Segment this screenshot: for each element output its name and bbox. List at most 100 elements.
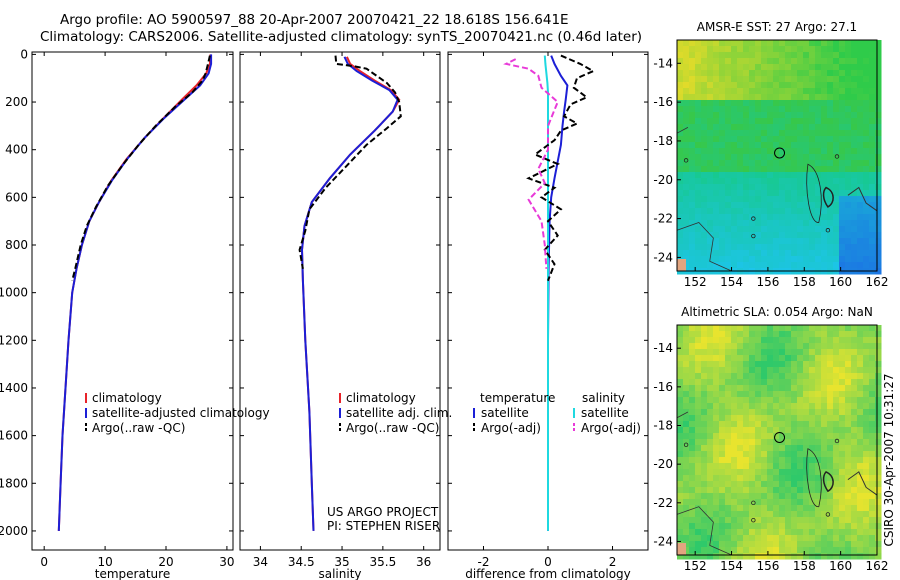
- sla-map-cell: [701, 493, 708, 500]
- sla-map-cell: [773, 511, 780, 518]
- sla-map-cell: [875, 529, 882, 536]
- sla-map-cell: [713, 343, 720, 350]
- sla-map-cell: [701, 511, 708, 518]
- sst-map-cell: [719, 52, 726, 59]
- sla-map-frame: [676, 324, 878, 556]
- sst-map-cell: [749, 244, 756, 251]
- sst-map-cell: [851, 64, 858, 71]
- sla-map-cell: [725, 355, 732, 362]
- sst-map-frame: [676, 39, 878, 272]
- sst-map-cell: [875, 184, 882, 191]
- sst-map-cell: [839, 184, 846, 191]
- sla-map-cell: [761, 487, 768, 494]
- sla-map-cell: [755, 379, 762, 386]
- sst-map-cell: [689, 76, 696, 83]
- sst-map-cell: [761, 154, 768, 161]
- sla-map-cell: [815, 487, 822, 494]
- sst-map-cell: [755, 46, 762, 53]
- sla-map-cell: [773, 403, 780, 410]
- sst-map-cell: [767, 238, 774, 245]
- sla-map-cell: [719, 397, 726, 404]
- sla-map-cell: [791, 451, 798, 458]
- sla-map-cell: [779, 493, 786, 500]
- temperature-ytick-label: 1000: [0, 286, 28, 300]
- sst-map-cell: [827, 100, 834, 107]
- sla-map-cell: [731, 493, 738, 500]
- sst-map-cell: [869, 238, 876, 245]
- sst-map-cell: [701, 256, 708, 263]
- sla-map-cell: [773, 349, 780, 356]
- sst-map-cell: [731, 82, 738, 89]
- sst-map-cell: [713, 178, 720, 185]
- sla-map-cell: [755, 421, 762, 428]
- sla-map-cell: [803, 439, 810, 446]
- sst-map-cell: [875, 58, 882, 65]
- sst-map-cell: [839, 250, 846, 257]
- sst-map-cell: [713, 136, 720, 143]
- sla-map-cell: [875, 523, 882, 530]
- sla-map-cell: [857, 403, 864, 410]
- sst-map-cell: [833, 124, 840, 131]
- sla-map-cell: [815, 355, 822, 362]
- sst-map-cell: [725, 250, 732, 257]
- sla-map-cell: [821, 517, 828, 524]
- sla-map-cell: [815, 541, 822, 548]
- sst-map-cell: [791, 160, 798, 167]
- sla-map-cell: [761, 403, 768, 410]
- temperature-ytick-label: 1800: [0, 476, 28, 490]
- sla-map-cell: [839, 391, 846, 398]
- sst-map-cell: [731, 238, 738, 245]
- sst-map-cell: [731, 136, 738, 143]
- sla-map-cell: [743, 415, 750, 422]
- sst-map-cell: [785, 172, 792, 179]
- sla-map-xtick-label: 156: [756, 559, 779, 573]
- sla-map-cell: [785, 325, 792, 332]
- sla-map-cell: [725, 541, 732, 548]
- sla-map-cell: [701, 343, 708, 350]
- sst-map-cell: [731, 160, 738, 167]
- sla-map-cell: [827, 553, 834, 560]
- sst-map-cell: [821, 94, 828, 101]
- sla-map-cell: [767, 451, 774, 458]
- sla-map-cell: [851, 511, 858, 518]
- sst-map-cell: [851, 52, 858, 59]
- sla-map-cell: [875, 433, 882, 440]
- sla-map-cell: [815, 427, 822, 434]
- sla-map-cell: [797, 481, 804, 488]
- sla-map-cell: [701, 451, 708, 458]
- sst-map-cell: [833, 118, 840, 125]
- sla-map-cell: [851, 439, 858, 446]
- sst-map-cell: [755, 142, 762, 149]
- sla-map-cell: [677, 481, 684, 488]
- sla-map-cell: [773, 367, 780, 374]
- sla-map-cell: [833, 535, 840, 542]
- sla-map-cell: [677, 391, 684, 398]
- sst-map-cell: [755, 184, 762, 191]
- sst-map-cell: [779, 130, 786, 137]
- sla-map-cell: [857, 379, 864, 386]
- sst-map-cell: [779, 214, 786, 221]
- sst-map-cell: [791, 208, 798, 215]
- sst-map-cell: [743, 142, 750, 149]
- sla-map-cell: [827, 535, 834, 542]
- sla-map-cell: [791, 499, 798, 506]
- sst-map-cell: [839, 262, 846, 269]
- sla-map-cell: [791, 463, 798, 470]
- sla-map-cell: [749, 367, 756, 374]
- sla-map-cell: [689, 379, 696, 386]
- sst-map-cell: [839, 154, 846, 161]
- sst-map-cell: [785, 118, 792, 125]
- sst-map-cell: [767, 214, 774, 221]
- sst-map-cell: [875, 262, 882, 269]
- sst-map-cell: [785, 142, 792, 149]
- sla-map-cell: [869, 463, 876, 470]
- sla-map-cell: [701, 361, 708, 368]
- sla-map-cell: [737, 553, 744, 560]
- sla-map-cell: [845, 547, 852, 554]
- sst-map-cell: [725, 94, 732, 101]
- sst-map-cell: [821, 262, 828, 269]
- sla-map-cell: [695, 511, 702, 518]
- sla-map-cell: [743, 511, 750, 518]
- sst-map-cell: [683, 154, 690, 161]
- sst-map-cell: [689, 88, 696, 95]
